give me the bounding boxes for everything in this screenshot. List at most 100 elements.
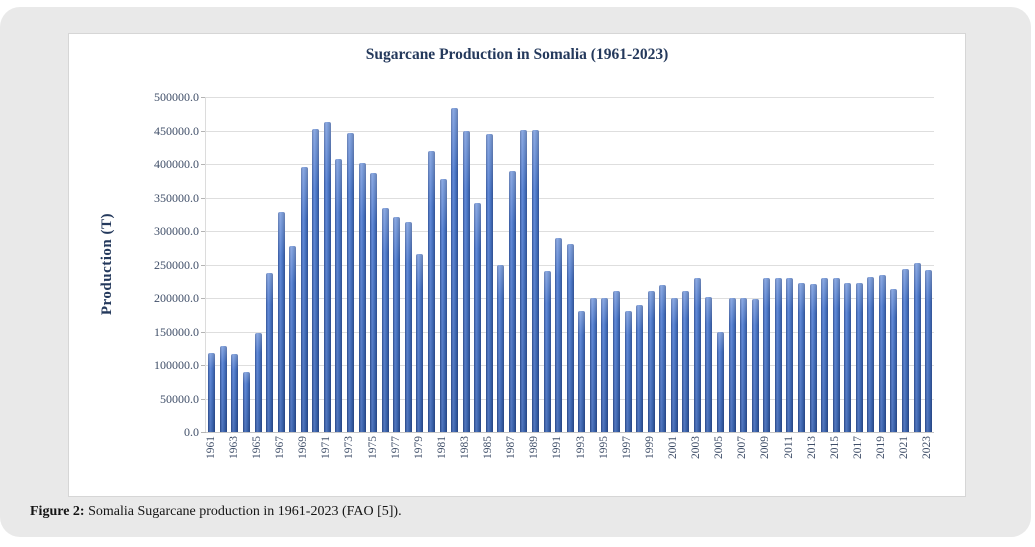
bar-1986 <box>497 264 505 432</box>
y-axis-tick <box>201 130 206 132</box>
bar-slot <box>206 97 218 432</box>
x-tick-label: 1973 <box>343 436 356 459</box>
x-tick-label: 1977 <box>389 436 402 459</box>
x-tick-label: 2001 <box>667 436 679 459</box>
bar-1980 <box>427 150 435 432</box>
bar-2005 <box>717 332 725 432</box>
gridline <box>206 197 934 199</box>
bar-2019 <box>878 275 886 432</box>
bar-slot <box>530 97 542 432</box>
bar-1977 <box>393 216 401 432</box>
x-tick-label: 1991 <box>551 436 564 459</box>
bar-slot <box>241 97 253 432</box>
bar-slot <box>726 97 738 432</box>
x-tick-label: 2011 <box>782 436 795 459</box>
x-tick-label: 1993 <box>574 436 587 459</box>
bar-2013 <box>809 283 817 432</box>
x-tick-label: 1989 <box>528 436 541 459</box>
x-tick-label: 1979 <box>412 436 425 459</box>
bar-slot <box>669 97 681 432</box>
bar-1975 <box>370 173 378 432</box>
bar-1964 <box>242 371 250 432</box>
bar-slot <box>830 97 842 432</box>
y-axis-tick <box>201 432 206 433</box>
bar-slot <box>692 97 704 432</box>
y-axis-tick <box>201 398 206 400</box>
bar-slot <box>484 97 496 432</box>
y-axis-tick <box>201 231 206 232</box>
bar-1989 <box>532 129 540 432</box>
bar-2018 <box>867 277 875 432</box>
y-axis-tick <box>201 331 206 333</box>
y-tick-label: 400000.0 <box>154 157 199 171</box>
bar-slot <box>252 97 264 432</box>
bar-slot <box>368 97 380 432</box>
bar-1971 <box>323 121 331 432</box>
bar-2014 <box>821 277 829 432</box>
x-tick-label: 1997 <box>620 436 633 459</box>
bar-1987 <box>508 170 516 432</box>
bar-slot <box>553 97 565 432</box>
bar-2008 <box>751 298 759 432</box>
bar-1969 <box>300 167 308 432</box>
y-tick-label: 50000.0 <box>160 391 199 406</box>
y-axis-tick <box>201 298 206 299</box>
y-tick-label: 0.0 <box>184 425 199 439</box>
bar-slot <box>622 97 634 432</box>
bar-2002 <box>682 290 690 432</box>
y-tick-label: 350000.0 <box>154 190 199 205</box>
bar-slot <box>588 97 600 432</box>
bar-slot <box>414 97 426 432</box>
bar-slot <box>900 97 912 432</box>
bar-slot <box>773 97 785 432</box>
bar-slot <box>911 97 923 432</box>
bar-slot <box>611 97 623 432</box>
gridline <box>206 130 934 132</box>
bar-1997 <box>624 311 632 432</box>
bar-1999 <box>647 290 655 432</box>
bar-slot <box>576 97 588 432</box>
bar-slot <box>299 97 311 432</box>
bar-slot <box>229 97 241 432</box>
bar-slot <box>877 97 889 432</box>
figure-caption: Figure 2: Somalia Sugarcane production i… <box>30 504 402 520</box>
y-axis-tick <box>201 164 206 165</box>
bar-2006 <box>728 298 736 432</box>
bar-1976 <box>381 208 389 432</box>
bar-2017 <box>855 283 863 432</box>
bar-slot <box>865 97 877 432</box>
gridline <box>206 97 934 98</box>
bar-slot <box>507 97 519 432</box>
bar-slot <box>680 97 692 432</box>
bar-2001 <box>670 298 678 432</box>
bar-slot <box>379 97 391 432</box>
x-tick-label: 2009 <box>759 436 772 459</box>
bar-slot <box>356 97 368 432</box>
y-axis-tick <box>201 197 206 199</box>
x-tick-label: 2003 <box>690 436 703 459</box>
bar-slot <box>495 97 507 432</box>
bar-2022 <box>913 262 921 432</box>
bar-1990 <box>543 271 551 432</box>
x-tick-label: 1963 <box>227 436 240 459</box>
figure-caption-text: Somalia Sugarcane production in 1961-202… <box>84 504 402 519</box>
y-axis-tick <box>201 365 206 366</box>
bar-2007 <box>740 298 748 432</box>
bar-slot <box>322 97 334 432</box>
bar-slot <box>403 97 415 432</box>
bar-slot <box>761 97 773 432</box>
bar-2016 <box>844 283 852 432</box>
bar-1984 <box>474 202 482 432</box>
bar-1983 <box>462 130 470 432</box>
bar-slot <box>854 97 866 432</box>
bar-slot <box>264 97 276 432</box>
bar-slot <box>541 97 553 432</box>
bar-slot <box>657 97 669 432</box>
bar-1968 <box>289 246 297 432</box>
bar-1962 <box>219 346 227 432</box>
x-tick-label: 2007 <box>736 436 749 459</box>
bar-1972 <box>335 158 343 432</box>
x-tick-label: 1965 <box>251 436 263 459</box>
x-tick-label: 1969 <box>297 436 310 459</box>
bar-slot <box>287 97 299 432</box>
